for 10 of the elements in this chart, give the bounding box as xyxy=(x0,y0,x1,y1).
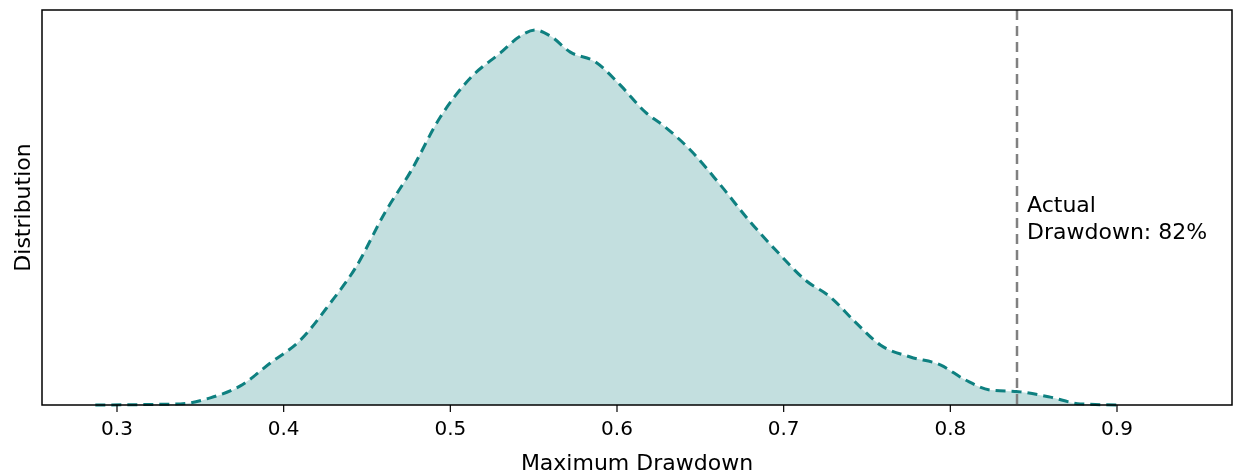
x-tick-label: 0.7 xyxy=(767,416,800,440)
x-tick-label: 0.5 xyxy=(434,416,467,440)
x-tick-label: 0.3 xyxy=(101,416,133,440)
x-axis-title: Maximum Drawdown xyxy=(520,450,754,474)
x-tick-label: 0.9 xyxy=(1101,416,1133,440)
annotation: Actual Drawdown: 82% xyxy=(1027,192,1208,244)
x-tick-label: 0.4 xyxy=(267,416,300,440)
y-axis-title: Distribution xyxy=(10,143,35,272)
x-tick-label: 0.8 xyxy=(934,416,967,440)
x-tick-label: 0.6 xyxy=(601,416,633,440)
